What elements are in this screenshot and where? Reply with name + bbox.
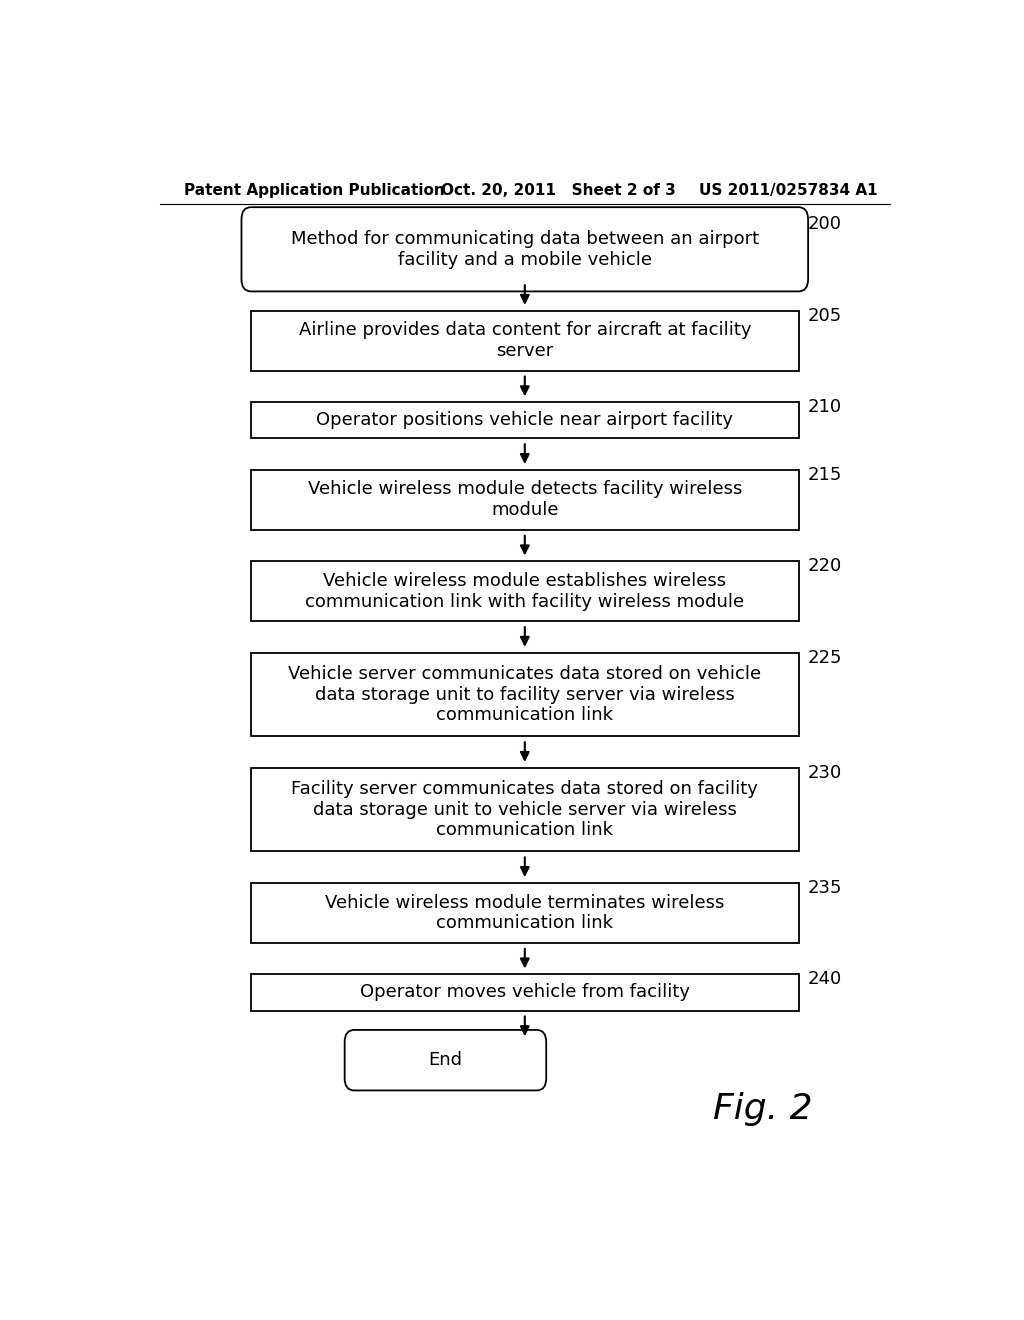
Text: Operator positions vehicle near airport facility: Operator positions vehicle near airport … <box>316 412 733 429</box>
Bar <box>251 470 799 529</box>
Bar <box>251 310 799 371</box>
Bar <box>251 974 799 1011</box>
Bar <box>251 561 799 622</box>
Text: Operator moves vehicle from facility: Operator moves vehicle from facility <box>359 983 690 1002</box>
Bar <box>251 768 799 851</box>
Text: 200: 200 <box>808 215 842 234</box>
Text: Vehicle wireless module establishes wireless
communication link with facility wi: Vehicle wireless module establishes wire… <box>305 572 744 611</box>
Text: 210: 210 <box>808 399 843 416</box>
Text: Method for communicating data between an airport
facility and a mobile vehicle: Method for communicating data between an… <box>291 230 759 269</box>
Text: Vehicle server communicates data stored on vehicle
data storage unit to facility: Vehicle server communicates data stored … <box>288 665 762 725</box>
Text: 230: 230 <box>808 764 843 781</box>
Text: Fig. 2: Fig. 2 <box>713 1092 813 1126</box>
Text: 235: 235 <box>808 879 843 896</box>
Bar <box>251 883 799 942</box>
Text: Airline provides data content for aircraft at facility
server: Airline provides data content for aircra… <box>299 321 751 360</box>
Bar <box>251 653 799 737</box>
FancyBboxPatch shape <box>345 1030 546 1090</box>
Text: Facility server communicates data stored on facility
data storage unit to vehicl: Facility server communicates data stored… <box>292 780 758 840</box>
FancyBboxPatch shape <box>242 207 808 292</box>
Text: Oct. 20, 2011   Sheet 2 of 3: Oct. 20, 2011 Sheet 2 of 3 <box>441 183 676 198</box>
Text: Patent Application Publication: Patent Application Publication <box>183 183 444 198</box>
Text: 225: 225 <box>808 648 843 667</box>
Text: 205: 205 <box>808 306 843 325</box>
Text: Vehicle wireless module detects facility wireless
module: Vehicle wireless module detects facility… <box>307 480 742 519</box>
Text: 220: 220 <box>808 557 843 576</box>
Bar <box>251 403 799 438</box>
Text: End: End <box>428 1051 463 1069</box>
Text: 215: 215 <box>808 466 843 484</box>
Text: Vehicle wireless module terminates wireless
communication link: Vehicle wireless module terminates wirel… <box>325 894 725 932</box>
Text: US 2011/0257834 A1: US 2011/0257834 A1 <box>699 183 878 198</box>
Text: 240: 240 <box>808 970 843 989</box>
